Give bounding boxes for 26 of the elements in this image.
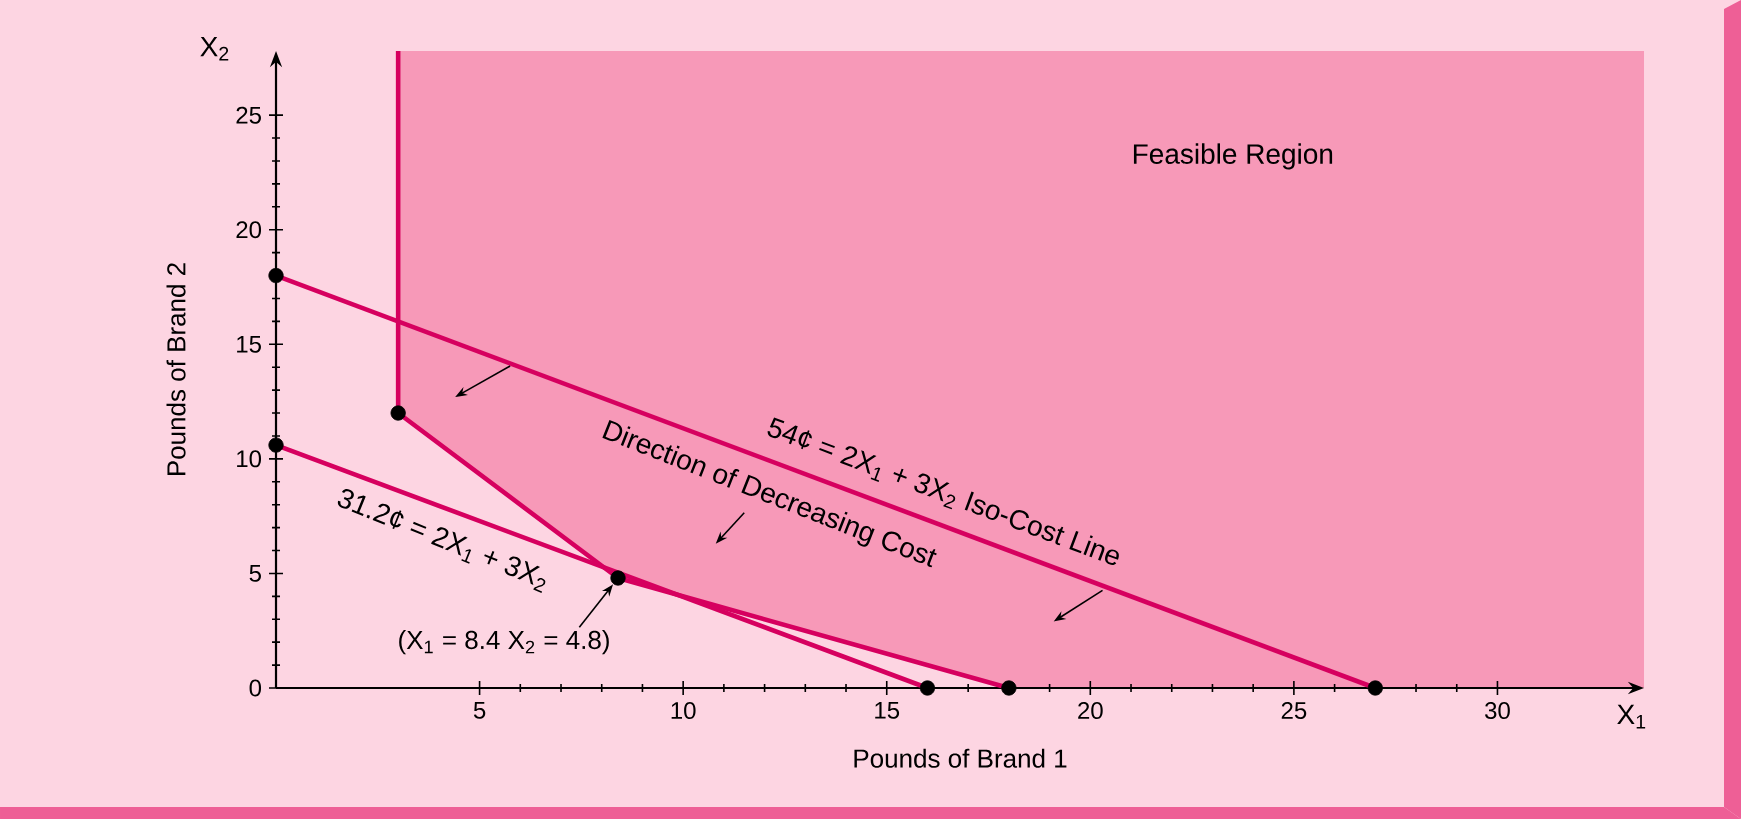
x-tick-label: 5 [473,702,486,719]
point [268,267,284,284]
x-tick-label: 30 [1485,702,1510,720]
annotation: (X$_{1}$ = 8.4 X$_{2}$ = 4.8) [399,630,609,655]
point [1367,680,1383,696]
y-tick-label: 20 [236,221,262,239]
text: X$_{1}$ [1617,704,1646,729]
point [919,680,936,696]
annotation: 31.2¢ = 2X$_{1}$ + 3X$_{2}$ [337,489,546,593]
x-tick-label: 20 [1078,702,1103,720]
x-tick-label: 25 [1281,702,1307,720]
x-tick-label: 10 [671,702,696,720]
y-tick-label: 10 [237,450,262,468]
point [610,570,626,586]
y-tick-label: 15 [237,335,261,353]
y-tick-label: 5 [249,565,261,582]
text: X$_{2}$ [200,36,229,61]
y-tick-label: 0 [249,679,262,697]
point [390,405,406,421]
point [1001,680,1017,696]
point [268,437,284,453]
annotation: Feasible Region [1133,143,1333,170]
y-axis-title: Pounds of Brand 2 [166,263,186,476]
y-tick-label: 25 [236,106,261,124]
x-tick-label: 15 [875,702,900,719]
x-axis-title: Pounds of Brand 1 [854,748,1067,768]
